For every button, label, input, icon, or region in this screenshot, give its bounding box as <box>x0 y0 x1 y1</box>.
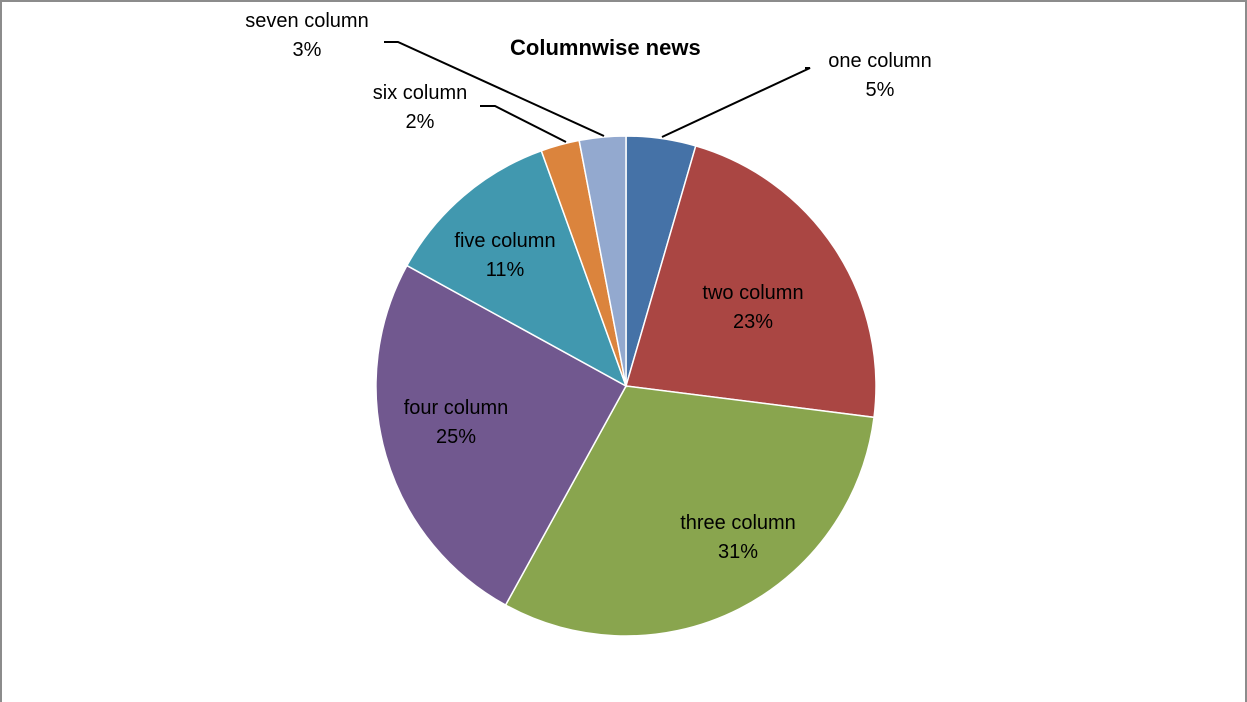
pie-slices <box>375 135 877 637</box>
slice-label-one-column: one column <box>828 50 931 72</box>
slice-label-six-column: six column <box>373 82 467 104</box>
slice-percent-seven-column: 3% <box>293 39 322 61</box>
slice-percent-five-column: 11% <box>486 259 525 281</box>
slice-label-four-column: four column <box>404 397 509 419</box>
leader-line-one-column <box>661 67 811 138</box>
slice-five-column <box>405 149 628 388</box>
slice-percent-three-column: 31% <box>718 541 758 563</box>
slice-labels: one column 5% two column 23% three column 31%… <box>245 10 931 563</box>
chart-title: Columnwise news <box>510 35 701 60</box>
leader-line-six-column <box>480 105 567 143</box>
slice-label-three-column: three column <box>680 512 796 534</box>
slice-seven-column <box>578 135 627 387</box>
slice-percent-four-column: 25% <box>436 426 476 448</box>
slice-label-seven-column: seven column <box>245 10 368 32</box>
leader-lines <box>384 41 811 143</box>
leader-line-seven-column <box>384 41 605 137</box>
slice-four-column <box>375 264 628 607</box>
slice-percent-six-column: 2% <box>406 111 435 133</box>
slice-two-column <box>625 145 877 419</box>
slice-label-two-column: two column <box>702 282 803 304</box>
slice-label-five-column: five column <box>454 230 555 252</box>
slice-percent-two-column: 23% <box>733 311 773 333</box>
slice-three-column <box>504 385 875 637</box>
slice-percent-one-column: 5% <box>866 79 895 101</box>
